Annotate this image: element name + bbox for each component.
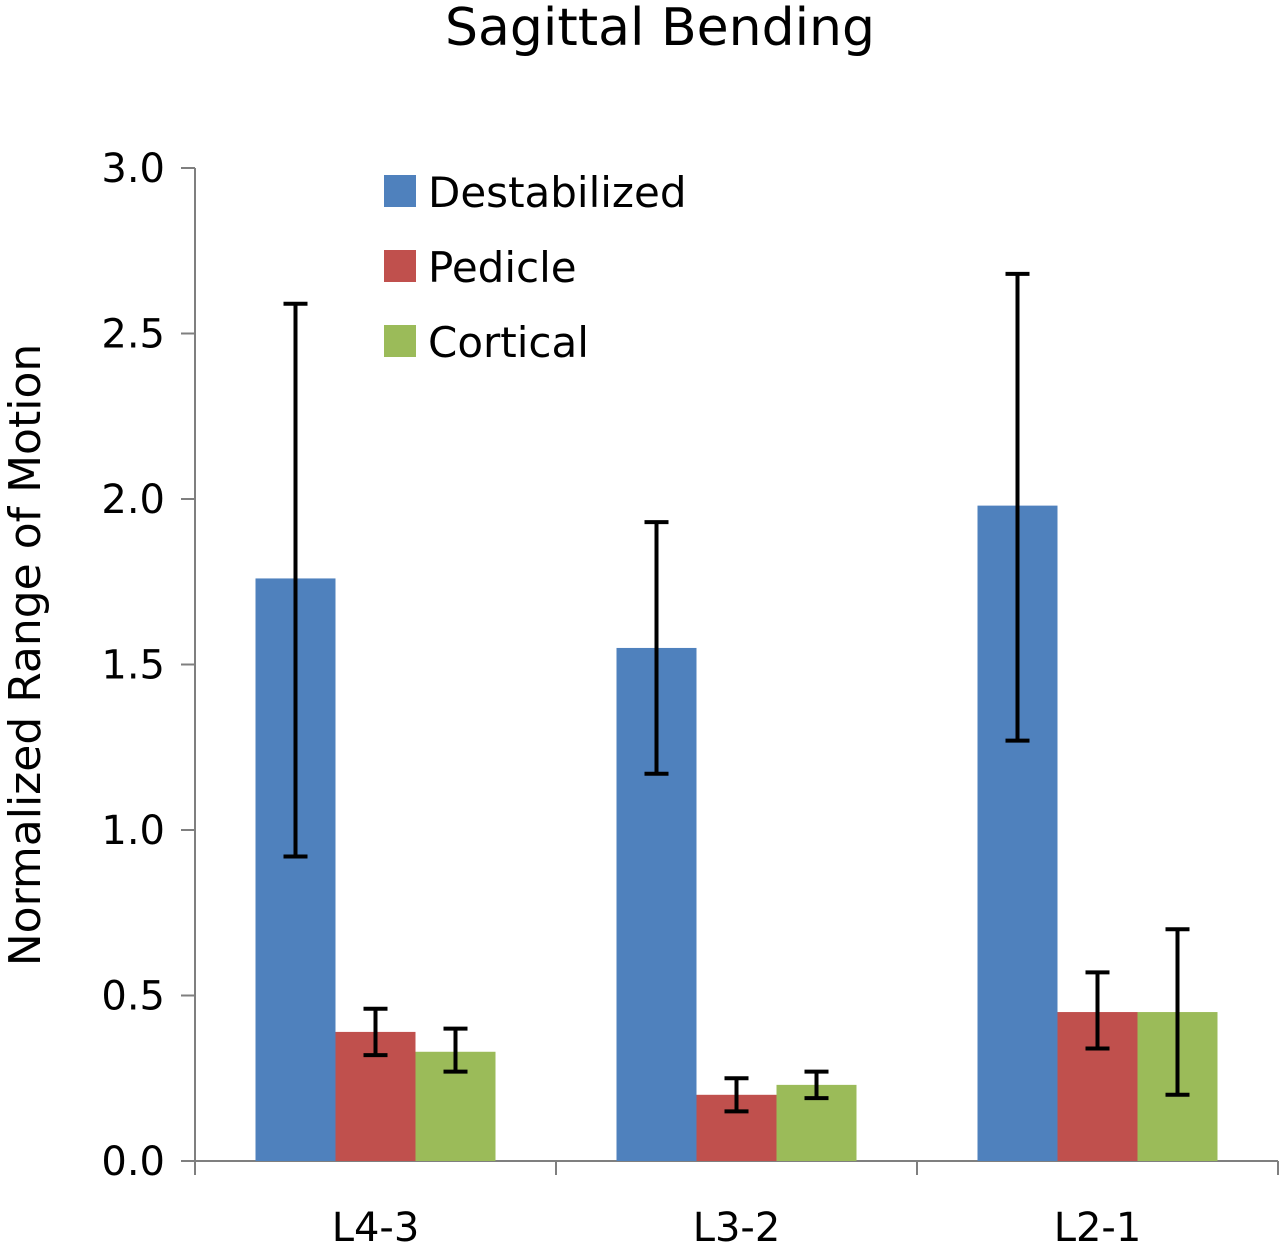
- y-tick-label: 0.5: [101, 974, 165, 1020]
- legend-swatch: [384, 250, 416, 282]
- legend-label: Cortical: [428, 318, 589, 367]
- legend-label: Destabilized: [428, 168, 686, 217]
- error-bars-group: [283, 271, 1190, 1114]
- legend-label: Pedicle: [428, 243, 577, 292]
- y-tick-label: 2.0: [101, 477, 165, 523]
- x-tick-label: L2-1: [1054, 1205, 1142, 1242]
- y-tick-label: 2.5: [101, 312, 165, 358]
- y-tick-label: 3.0: [101, 146, 165, 192]
- legend: Destabilized Pedicle Cortical: [384, 168, 686, 367]
- y-tick-label: 0.0: [101, 1139, 165, 1185]
- y-tick-label: 1.0: [101, 808, 165, 854]
- legend-swatch: [384, 325, 416, 357]
- legend-swatch: [384, 175, 416, 207]
- tick-labels-group: 0.0 0.5 1.0 1.5 2.0 2.5 3.0 L4-3 L3-2 L2-1: [101, 146, 1141, 1242]
- bars-group: [255, 505, 1218, 1161]
- y-axis-label: Normalized Range of Motion: [0, 344, 51, 967]
- x-tick-label: L3-2: [693, 1205, 781, 1242]
- chart-title: Sagittal Bending: [445, 0, 875, 58]
- y-tick-label: 1.5: [101, 643, 165, 689]
- x-tick-label: L4-3: [332, 1205, 420, 1242]
